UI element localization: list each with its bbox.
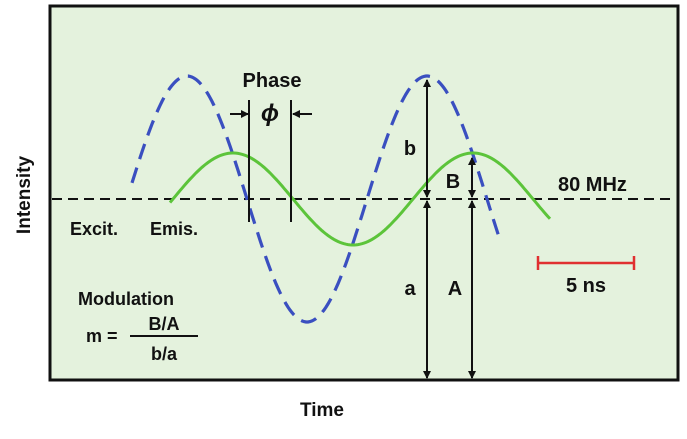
modulation-title: Modulation	[78, 289, 174, 309]
y-axis-label: Intensity	[14, 156, 35, 235]
emission-wave	[168, 151, 552, 247]
modulation-numerator: B/A	[149, 314, 180, 334]
excitation-wave	[130, 74, 502, 324]
emission-ac-label: B	[446, 171, 460, 193]
emission-dc-label: A	[448, 278, 462, 300]
plot-background	[48, 4, 680, 382]
x-axis-label: Time	[300, 400, 344, 421]
emission-label: Emis.	[150, 219, 198, 239]
excitation-dc-label: a	[404, 278, 416, 300]
modulation-m-prefix: m =	[86, 326, 118, 346]
scale-bar-label: 5 ns	[566, 275, 606, 297]
phase-label: Phase	[243, 70, 302, 92]
phase-symbol: ϕ	[261, 100, 279, 127]
excitation-label: Excit.	[70, 219, 118, 239]
frequency-label: 80 MHz	[558, 174, 627, 196]
excitation-ac-label: b	[404, 138, 416, 160]
modulation-denominator: b/a	[151, 344, 178, 364]
